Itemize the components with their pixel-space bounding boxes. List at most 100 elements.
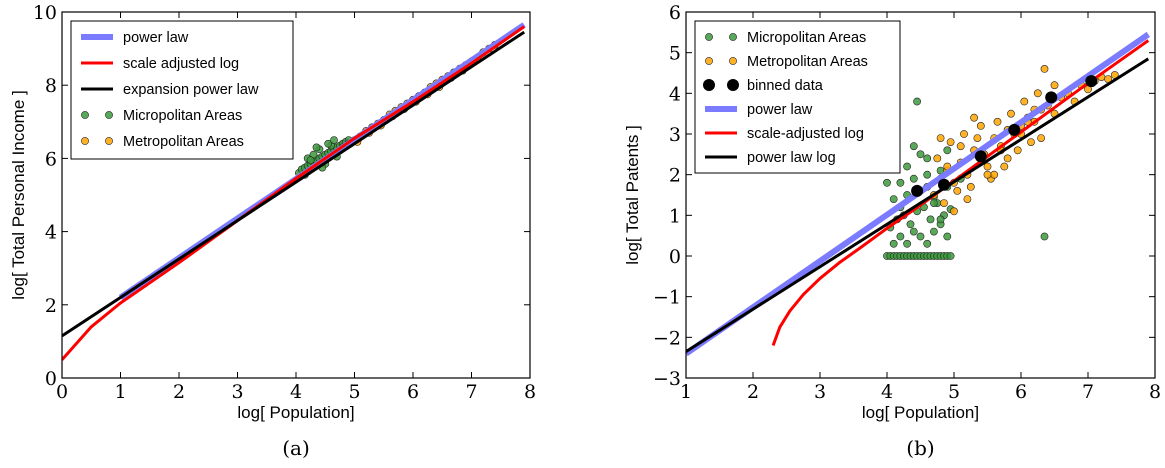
data-point-micropolitan-areas bbox=[916, 150, 925, 159]
legend-label-micropolitan-areas: Micropolitan Areas bbox=[123, 108, 242, 124]
plot-area bbox=[62, 22, 526, 361]
data-point-metropolitan-areas bbox=[966, 182, 975, 191]
x-tick-label: 1 bbox=[680, 381, 692, 403]
data-point-metropolitan-areas bbox=[953, 186, 962, 195]
data-point-metropolitan-areas bbox=[946, 138, 955, 146]
data-point-micropolitan-areas bbox=[943, 146, 952, 155]
y-tick-label: 6 bbox=[669, 2, 681, 24]
legend-swatch-metropolitan-areas bbox=[81, 137, 89, 145]
legend-label-scale-adjusted-log: scale-adjusted log bbox=[747, 126, 864, 142]
data-point-micropolitan-areas bbox=[312, 143, 321, 152]
legend-swatch-micropolitan-areas bbox=[729, 33, 737, 41]
x-tick-label: 7 bbox=[1082, 381, 1094, 403]
x-tick-label: 2 bbox=[747, 381, 759, 403]
series-line-expansion-power-law bbox=[62, 30, 526, 338]
x-tick-label: 3 bbox=[814, 381, 826, 403]
data-point-metropolitan-areas bbox=[940, 199, 948, 207]
x-tick-label: 2 bbox=[173, 381, 185, 403]
legend-label-power-law: power law bbox=[747, 102, 813, 118]
x-tick-label: 1 bbox=[114, 381, 126, 403]
data-point-micropolitan-areas bbox=[923, 239, 932, 248]
data-point-metropolitan-areas bbox=[990, 170, 999, 179]
chart-panel-a: 0 1 2 3 4 5 6 7 8 0 2 4 6 8 10 log[ Population] log[ Tot… bbox=[9, 2, 536, 460]
data-point-metropolitan-areas bbox=[1037, 134, 1045, 142]
legend-swatch-binned-data bbox=[703, 79, 715, 91]
data-point-metropolitan-areas bbox=[983, 170, 992, 179]
y-tick-label: 1 bbox=[669, 205, 681, 227]
data-point-metropolitan-areas bbox=[1000, 162, 1009, 171]
legend-label-metropolitan-areas: Metropolitan Areas bbox=[123, 134, 244, 150]
x-tick-label: 0 bbox=[56, 381, 68, 403]
panel-caption: (b) bbox=[906, 436, 934, 460]
legend-swatch-metropolitan-areas bbox=[705, 57, 713, 65]
legend-swatch-metropolitan-areas bbox=[729, 57, 737, 65]
panel-caption: (a) bbox=[282, 436, 310, 460]
legend: Micropolitan Areas Metropolitan Areas binn… bbox=[694, 20, 901, 174]
x-tick-label: 7 bbox=[465, 381, 477, 403]
data-point-micropolitan-areas bbox=[903, 239, 911, 248]
data-point-micropolitan-areas bbox=[896, 232, 905, 241]
data-point-binned-data bbox=[911, 184, 924, 197]
y-tick-label: 10 bbox=[33, 2, 57, 24]
data-point-metropolitan-areas bbox=[936, 134, 945, 142]
data-point-metropolitan-areas bbox=[956, 142, 965, 151]
data-point-micropolitan-areas bbox=[889, 195, 898, 203]
data-point-micropolitan-areas bbox=[1040, 232, 1049, 241]
data-point-metropolitan-areas bbox=[983, 162, 992, 171]
data-point-binned-data bbox=[1045, 91, 1058, 104]
y-axis-label: log[ Total Personal Income ] bbox=[9, 90, 28, 299]
data-point-micropolitan-areas bbox=[923, 154, 932, 163]
y-tick-label: 0 bbox=[45, 368, 57, 390]
data-point-micropolitan-areas bbox=[906, 220, 915, 229]
data-point-metropolitan-areas bbox=[1007, 109, 1015, 118]
data-point-metropolitan-areas bbox=[960, 130, 968, 138]
data-point-binned-data bbox=[938, 178, 950, 191]
axes-frame bbox=[685, 11, 1156, 379]
series-line-scale-adjusted-log bbox=[771, 39, 1150, 347]
legend-label-scale-adjusted-log: scale adjusted log bbox=[123, 56, 239, 72]
legend-label-power-law-log: power law log bbox=[747, 150, 836, 166]
y-tick-label: 8 bbox=[45, 75, 57, 97]
data-point-micropolitan-areas bbox=[883, 178, 891, 187]
legend-label-binned-data: binned data bbox=[747, 78, 824, 94]
data-point-micropolitan-areas bbox=[926, 215, 935, 224]
data-point-micropolitan-areas bbox=[946, 252, 955, 260]
y-tick-label: 2 bbox=[45, 295, 57, 317]
x-tick-label: 6 bbox=[1015, 381, 1027, 403]
data-point-metropolitan-areas bbox=[933, 154, 942, 163]
legend-swatch-micropolitan-areas bbox=[705, 33, 713, 41]
y-tick-label: 4 bbox=[45, 222, 57, 244]
data-point-binned-data bbox=[1085, 75, 1098, 88]
data-point-metropolitan-areas bbox=[973, 134, 982, 142]
data-point-micropolitan-areas bbox=[909, 174, 918, 183]
data-point-metropolitan-areas bbox=[1040, 65, 1049, 73]
y-tick-label: 4 bbox=[669, 83, 681, 105]
x-tick-label: 6 bbox=[407, 381, 419, 403]
data-point-micropolitan-areas bbox=[913, 97, 921, 106]
data-point-micropolitan-areas bbox=[943, 232, 952, 241]
data-point-micropolitan-areas bbox=[324, 139, 333, 148]
series-line-power-law-log bbox=[686, 57, 1150, 353]
y-tick-label: 2 bbox=[669, 165, 681, 187]
x-tick-label: 5 bbox=[948, 381, 960, 403]
plot-area bbox=[686, 31, 1151, 357]
legend-label-micropolitan-areas: Micropolitan Areas bbox=[747, 30, 866, 46]
x-tick-label: 8 bbox=[524, 381, 536, 403]
data-point-micropolitan-areas bbox=[930, 199, 938, 207]
data-point-micropolitan-areas bbox=[909, 227, 918, 236]
data-point-binned-data bbox=[974, 150, 987, 163]
y-tick-label: 3 bbox=[669, 124, 681, 146]
data-point-micropolitan-areas bbox=[306, 156, 315, 165]
legend-label-expansion-power-law: expansion power law bbox=[123, 82, 259, 98]
legend-label-metropolitan-areas: Metropolitan Areas bbox=[747, 54, 868, 70]
data-point-micropolitan-areas bbox=[889, 239, 898, 248]
data-point-metropolitan-areas bbox=[993, 117, 1002, 126]
y-tick-label: −2 bbox=[653, 327, 681, 349]
data-point-metropolitan-areas bbox=[1020, 97, 1029, 106]
data-point-metropolitan-areas bbox=[970, 113, 978, 122]
legend-swatch-micropolitan-areas bbox=[81, 111, 89, 119]
data-point-binned-data bbox=[1008, 123, 1021, 136]
x-axis-label: log[ Population] bbox=[862, 403, 979, 422]
x-axis-label: log[ Population] bbox=[237, 403, 354, 422]
